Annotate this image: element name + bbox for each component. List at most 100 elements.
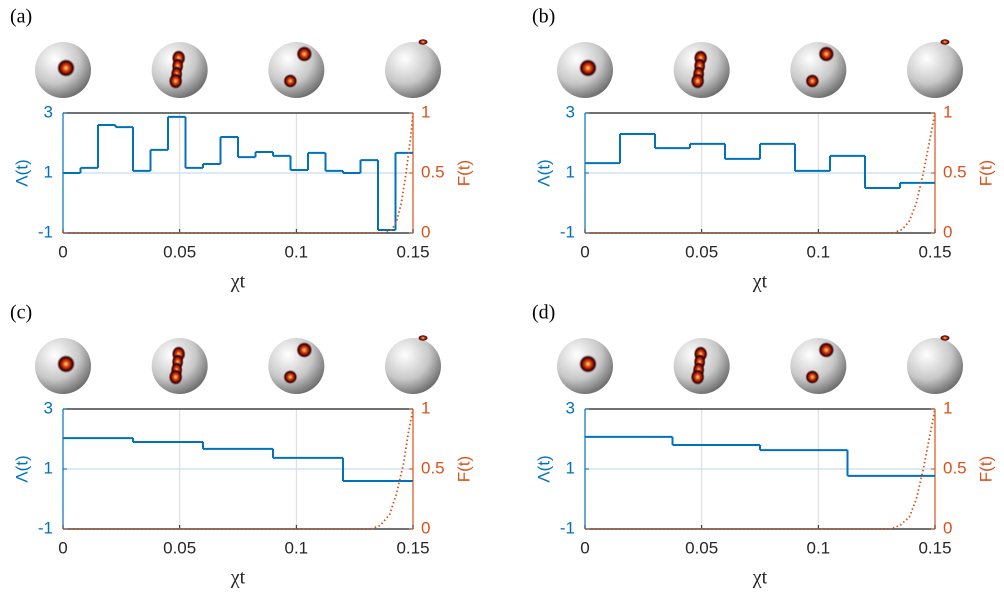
sphere — [268, 338, 324, 394]
sphere-spot — [805, 370, 819, 384]
sphere-spot — [283, 74, 297, 88]
figure: 0 0.05 0.1 0.15 -1 1 3 0 0.5 1 χt Λ(t) F(t) (a) 0 0.05 0… — [0, 0, 1004, 599]
x-axis-label: χt — [230, 567, 246, 589]
sphere-image — [268, 42, 324, 98]
sphere-spot — [579, 355, 597, 373]
sphere — [385, 338, 441, 394]
y2-axis-label: F(t) — [454, 160, 473, 186]
x-tick-label: 0.15 — [396, 242, 429, 261]
y-axis-label: Λ(t) — [12, 455, 31, 482]
sphere-spot — [818, 342, 834, 358]
sphere-spot — [691, 369, 705, 385]
sphere — [385, 42, 441, 98]
sphere — [907, 338, 963, 394]
y-tick-label: 3 — [566, 398, 575, 417]
x-tick-label: 0.05 — [163, 242, 196, 261]
y2-axis-label: F(t) — [976, 160, 995, 186]
y2-tick-label: 0.5 — [943, 458, 967, 477]
y-tick-label: 1 — [566, 458, 575, 477]
sphere-spot — [169, 73, 183, 89]
y-tick-label: 3 — [566, 102, 575, 121]
sphere-image — [35, 338, 91, 394]
y-tick-label: 3 — [44, 398, 53, 417]
sphere-image — [557, 42, 613, 98]
x-tick-label: 0.1 — [285, 538, 309, 557]
sphere-image — [790, 42, 846, 98]
sphere-spot — [691, 73, 705, 89]
y2-tick-label: 0.5 — [421, 162, 445, 181]
x-axis-label: χt — [230, 271, 246, 293]
sphere-spot — [579, 59, 597, 77]
sphere-image — [674, 338, 730, 394]
y2-tick-label: 0.5 — [943, 162, 967, 181]
sphere — [907, 42, 963, 98]
sphere-spot — [805, 74, 819, 88]
sphere-image — [268, 338, 324, 394]
x-tick-label: 0.05 — [685, 242, 718, 261]
panel-label: (b) — [532, 6, 555, 28]
y2-tick-label: 1 — [943, 398, 952, 417]
x-tick-label: 0.1 — [285, 242, 309, 261]
panel-label: (c) — [10, 302, 32, 324]
x-tick-label: 0.05 — [685, 538, 718, 557]
y2-tick-label: 1 — [421, 398, 430, 417]
sphere-spot — [418, 335, 428, 341]
x-tick-label: 0.15 — [918, 538, 951, 557]
sphere-spot — [169, 369, 183, 385]
x-tick-label: 0.1 — [807, 242, 831, 261]
x-tick-label: 0 — [58, 538, 67, 557]
x-tick-label: 0 — [58, 242, 67, 261]
y2-tick-label: 1 — [421, 102, 430, 121]
sphere-image — [385, 335, 441, 394]
x-tick-label: 0.05 — [163, 538, 196, 557]
sphere — [790, 42, 846, 98]
sphere-spot — [296, 46, 312, 62]
y2-tick-label: 0.5 — [421, 458, 445, 477]
sphere-image — [907, 335, 963, 394]
x-tick-label: 0 — [580, 538, 589, 557]
y-tick-label: 1 — [44, 458, 53, 477]
sphere — [268, 42, 324, 98]
sphere-spot — [283, 370, 297, 384]
x-axis-label: χt — [752, 567, 768, 589]
y-tick-label: -1 — [38, 222, 53, 241]
sphere — [790, 338, 846, 394]
y-tick-label: -1 — [38, 518, 53, 537]
y2-tick-label: 1 — [943, 102, 952, 121]
sphere-image — [35, 42, 91, 98]
sphere-image — [907, 39, 963, 98]
sphere-spot — [818, 46, 834, 62]
y2-tick-label: 0 — [943, 222, 952, 241]
y2-axis-label: F(t) — [454, 456, 473, 482]
sphere-spot — [57, 355, 75, 373]
sphere-image — [385, 39, 441, 98]
y-tick-label: -1 — [560, 518, 575, 537]
y2-tick-label: 0 — [421, 518, 430, 537]
y-tick-label: 3 — [44, 102, 53, 121]
panel-label: (a) — [10, 6, 32, 28]
sphere-spot — [418, 39, 428, 45]
x-tick-label: 0.15 — [918, 242, 951, 261]
y-tick-label: 1 — [44, 162, 53, 181]
y-axis-label: Λ(t) — [534, 455, 553, 482]
sphere-spot — [57, 59, 75, 77]
y2-tick-label: 0 — [943, 518, 952, 537]
y-tick-label: -1 — [560, 222, 575, 241]
y-tick-label: 1 — [566, 162, 575, 181]
y2-axis-label: F(t) — [976, 456, 995, 482]
sphere-spot — [296, 342, 312, 358]
y-axis-label: Λ(t) — [534, 159, 553, 186]
x-tick-label: 0.15 — [396, 538, 429, 557]
x-tick-label: 0.1 — [807, 538, 831, 557]
sphere-image — [674, 42, 730, 98]
sphere-image — [152, 42, 208, 98]
x-tick-label: 0 — [580, 242, 589, 261]
sphere-spot — [940, 39, 950, 45]
x-axis-label: χt — [752, 271, 768, 293]
panel-label: (d) — [532, 302, 555, 324]
sphere-spot — [940, 335, 950, 341]
y-axis-label: Λ(t) — [12, 159, 31, 186]
sphere-image — [790, 338, 846, 394]
y2-tick-label: 0 — [421, 222, 430, 241]
sphere-image — [152, 338, 208, 394]
